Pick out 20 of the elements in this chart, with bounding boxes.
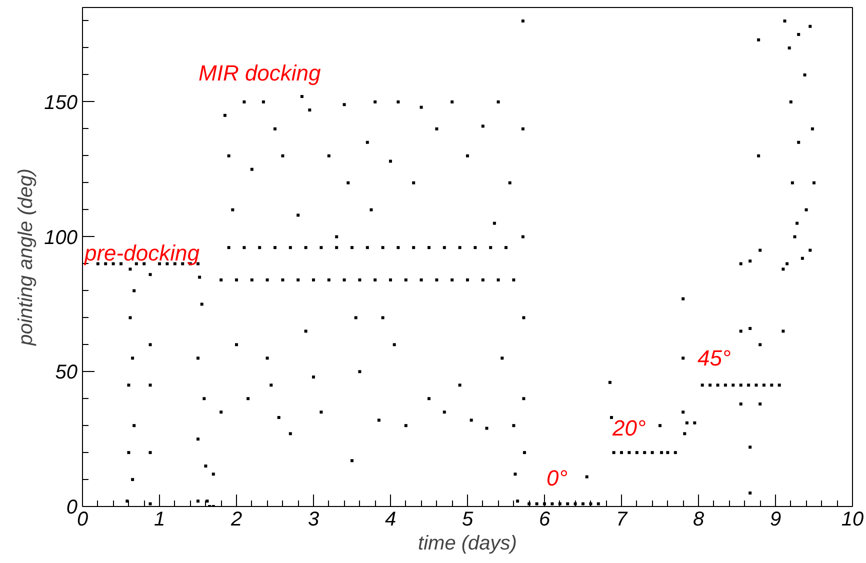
annotation: 45°: [698, 346, 731, 370]
y-tick-label: 150: [44, 92, 78, 114]
y-axis-title: pointing angle (deg): [15, 168, 38, 346]
x-tick-label: 3: [308, 508, 320, 530]
x-tick-label: 1: [154, 508, 166, 530]
x-tick-label: 2: [230, 508, 242, 530]
x-tick-label: 5: [462, 508, 474, 530]
y-tick-label: 50: [55, 362, 78, 384]
x-tick-label: 6: [538, 508, 551, 530]
x-tick-label: 10: [841, 508, 864, 530]
x-tick-label: 4: [384, 508, 396, 530]
annotation: MIR docking: [198, 60, 322, 86]
x-axis-title: time (days): [418, 532, 517, 554]
y-tick-label: 100: [44, 226, 78, 249]
x-tick-label: 9: [770, 508, 782, 530]
annotation: 20°: [612, 416, 646, 440]
x-tick-label: 7: [616, 508, 628, 530]
annotation: pre-docking: [84, 240, 200, 266]
x-tick-label: 8: [692, 508, 704, 530]
annotation: 0°: [546, 466, 568, 490]
